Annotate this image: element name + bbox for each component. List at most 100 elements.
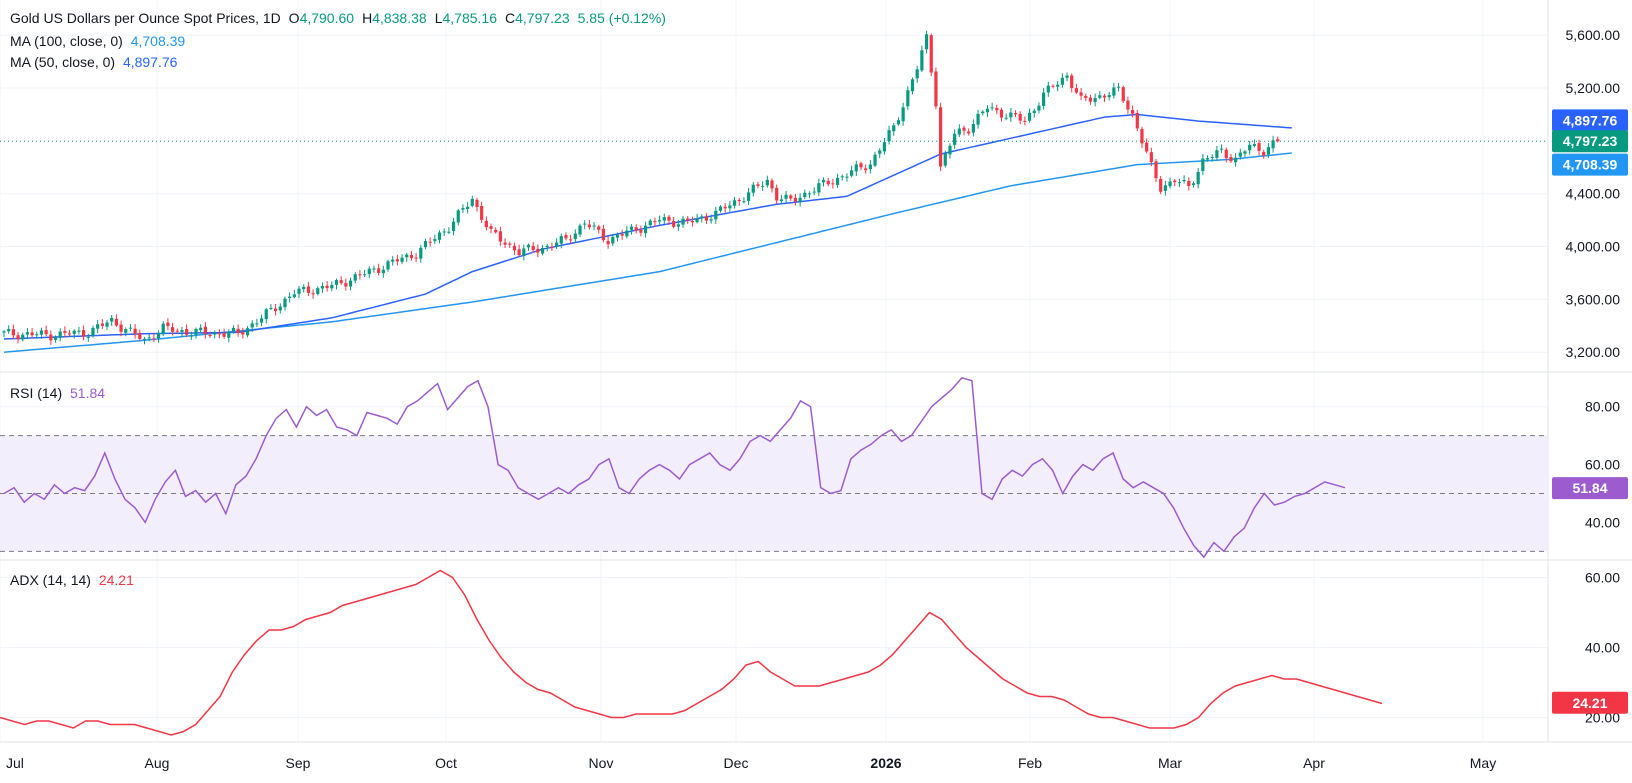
candle-up: [971, 123, 975, 133]
candle-up: [1046, 85, 1050, 93]
candle-down: [489, 226, 493, 229]
adx-label: ADX (14, 14): [10, 572, 91, 588]
candle-up: [1252, 144, 1256, 146]
candle-up: [1037, 105, 1041, 111]
candle-down: [175, 330, 179, 332]
candle-up: [714, 210, 718, 220]
candle-up: [7, 329, 11, 332]
symbol-title[interactable]: Gold US Dollars per Ounce Spot Prices, 1…: [10, 10, 281, 26]
candle-down: [601, 228, 606, 241]
candle-up: [746, 192, 751, 201]
candle-down: [672, 221, 676, 227]
candle-down: [1079, 92, 1083, 96]
candle-down: [995, 107, 999, 111]
candle-up: [58, 331, 62, 338]
candle-down: [704, 216, 709, 221]
price-tick-label: 5,200.00: [1566, 80, 1621, 96]
last-price-tag: 4,797.23: [1563, 133, 1618, 149]
time-axis[interactable]: Jul Aug Sep Oct Nov Dec 2026 Feb Mar Apr May: [6, 755, 1496, 771]
panel-dividers: [0, 0, 1632, 743]
rsi-tag: 51.84: [1572, 480, 1607, 496]
rsi-tag-bg: [1552, 477, 1628, 500]
candle-down: [119, 324, 123, 332]
candle-down: [44, 330, 48, 335]
candle-down: [1224, 149, 1228, 159]
candle-up: [405, 254, 409, 258]
candle-up: [906, 90, 910, 107]
close-label: C: [504, 10, 516, 26]
candle-up: [1163, 185, 1167, 191]
candle-up: [1093, 98, 1097, 102]
candle-up: [199, 327, 203, 331]
candle-up: [255, 323, 259, 325]
candle-down: [503, 242, 507, 245]
candle-down: [409, 255, 414, 259]
candle-up: [1116, 86, 1121, 88]
candle-up: [288, 296, 292, 299]
candle-up: [887, 130, 891, 142]
candle-up: [2, 331, 6, 333]
candle-down: [1013, 112, 1018, 115]
candle-down: [999, 109, 1004, 118]
moving-average-lines: [0, 113, 1548, 353]
candle-down: [1135, 113, 1139, 129]
last-price-tag-bg: [1552, 130, 1628, 153]
candle-up: [812, 191, 816, 193]
candle-down: [395, 259, 399, 262]
candle-down: [1229, 157, 1233, 162]
candle-down: [133, 328, 137, 335]
candle-down: [587, 224, 591, 228]
candle-down: [1131, 110, 1135, 114]
candle-down: [967, 131, 971, 134]
candle-down: [1154, 161, 1158, 179]
candle-down: [939, 107, 943, 167]
candle-down: [475, 199, 479, 207]
candle-up: [156, 333, 161, 339]
candle-up: [643, 225, 648, 234]
candle-down: [414, 257, 418, 259]
candle-down: [1145, 142, 1149, 152]
candle-up: [105, 322, 109, 327]
time-tick-label: Oct: [435, 755, 457, 771]
high-value: 4,838.38: [372, 10, 427, 26]
rsi-line: [3, 376, 1346, 559]
candle-down: [1276, 139, 1280, 142]
ma100-legend[interactable]: MA (100, close, 0) 4,708.39: [10, 33, 189, 49]
candle-down: [82, 330, 86, 337]
candle-down: [723, 206, 727, 209]
candle-up: [96, 324, 100, 329]
candle-up: [259, 318, 264, 323]
candle-up: [1248, 144, 1252, 151]
candle-down: [775, 187, 779, 201]
candle-down: [16, 335, 20, 340]
candle-up: [1201, 158, 1205, 171]
adx-tick-label: 40.00: [1585, 640, 1620, 656]
candle-down: [962, 127, 966, 131]
candle-up: [213, 332, 217, 335]
rsi-legend[interactable]: RSI (14) 51.84: [10, 385, 109, 401]
candle-up: [320, 285, 325, 289]
candle-up: [915, 69, 919, 79]
candle-down: [508, 243, 512, 245]
candle-down: [63, 330, 67, 333]
candle-down: [536, 248, 540, 253]
candle-down: [864, 168, 868, 171]
candle-down: [531, 245, 535, 250]
candle-up: [742, 201, 746, 203]
candle-down: [1088, 97, 1093, 102]
candle-up: [718, 206, 723, 211]
candle-up: [161, 323, 165, 335]
adx-legend[interactable]: ADX (14, 14) 24.21: [10, 572, 138, 588]
candle-down: [1121, 87, 1125, 102]
candle-up: [700, 216, 704, 219]
candle-up: [910, 79, 915, 92]
candles: [2, 30, 1280, 345]
candle-up: [292, 294, 296, 298]
time-tick-label: Aug: [145, 755, 170, 771]
candle-down: [377, 268, 381, 273]
candle-down: [339, 280, 343, 284]
candle-down: [236, 328, 240, 334]
ma50-legend[interactable]: MA (50, close, 0) 4,897.76: [10, 54, 181, 70]
candle-down: [1070, 75, 1074, 88]
candle-down: [274, 308, 278, 312]
